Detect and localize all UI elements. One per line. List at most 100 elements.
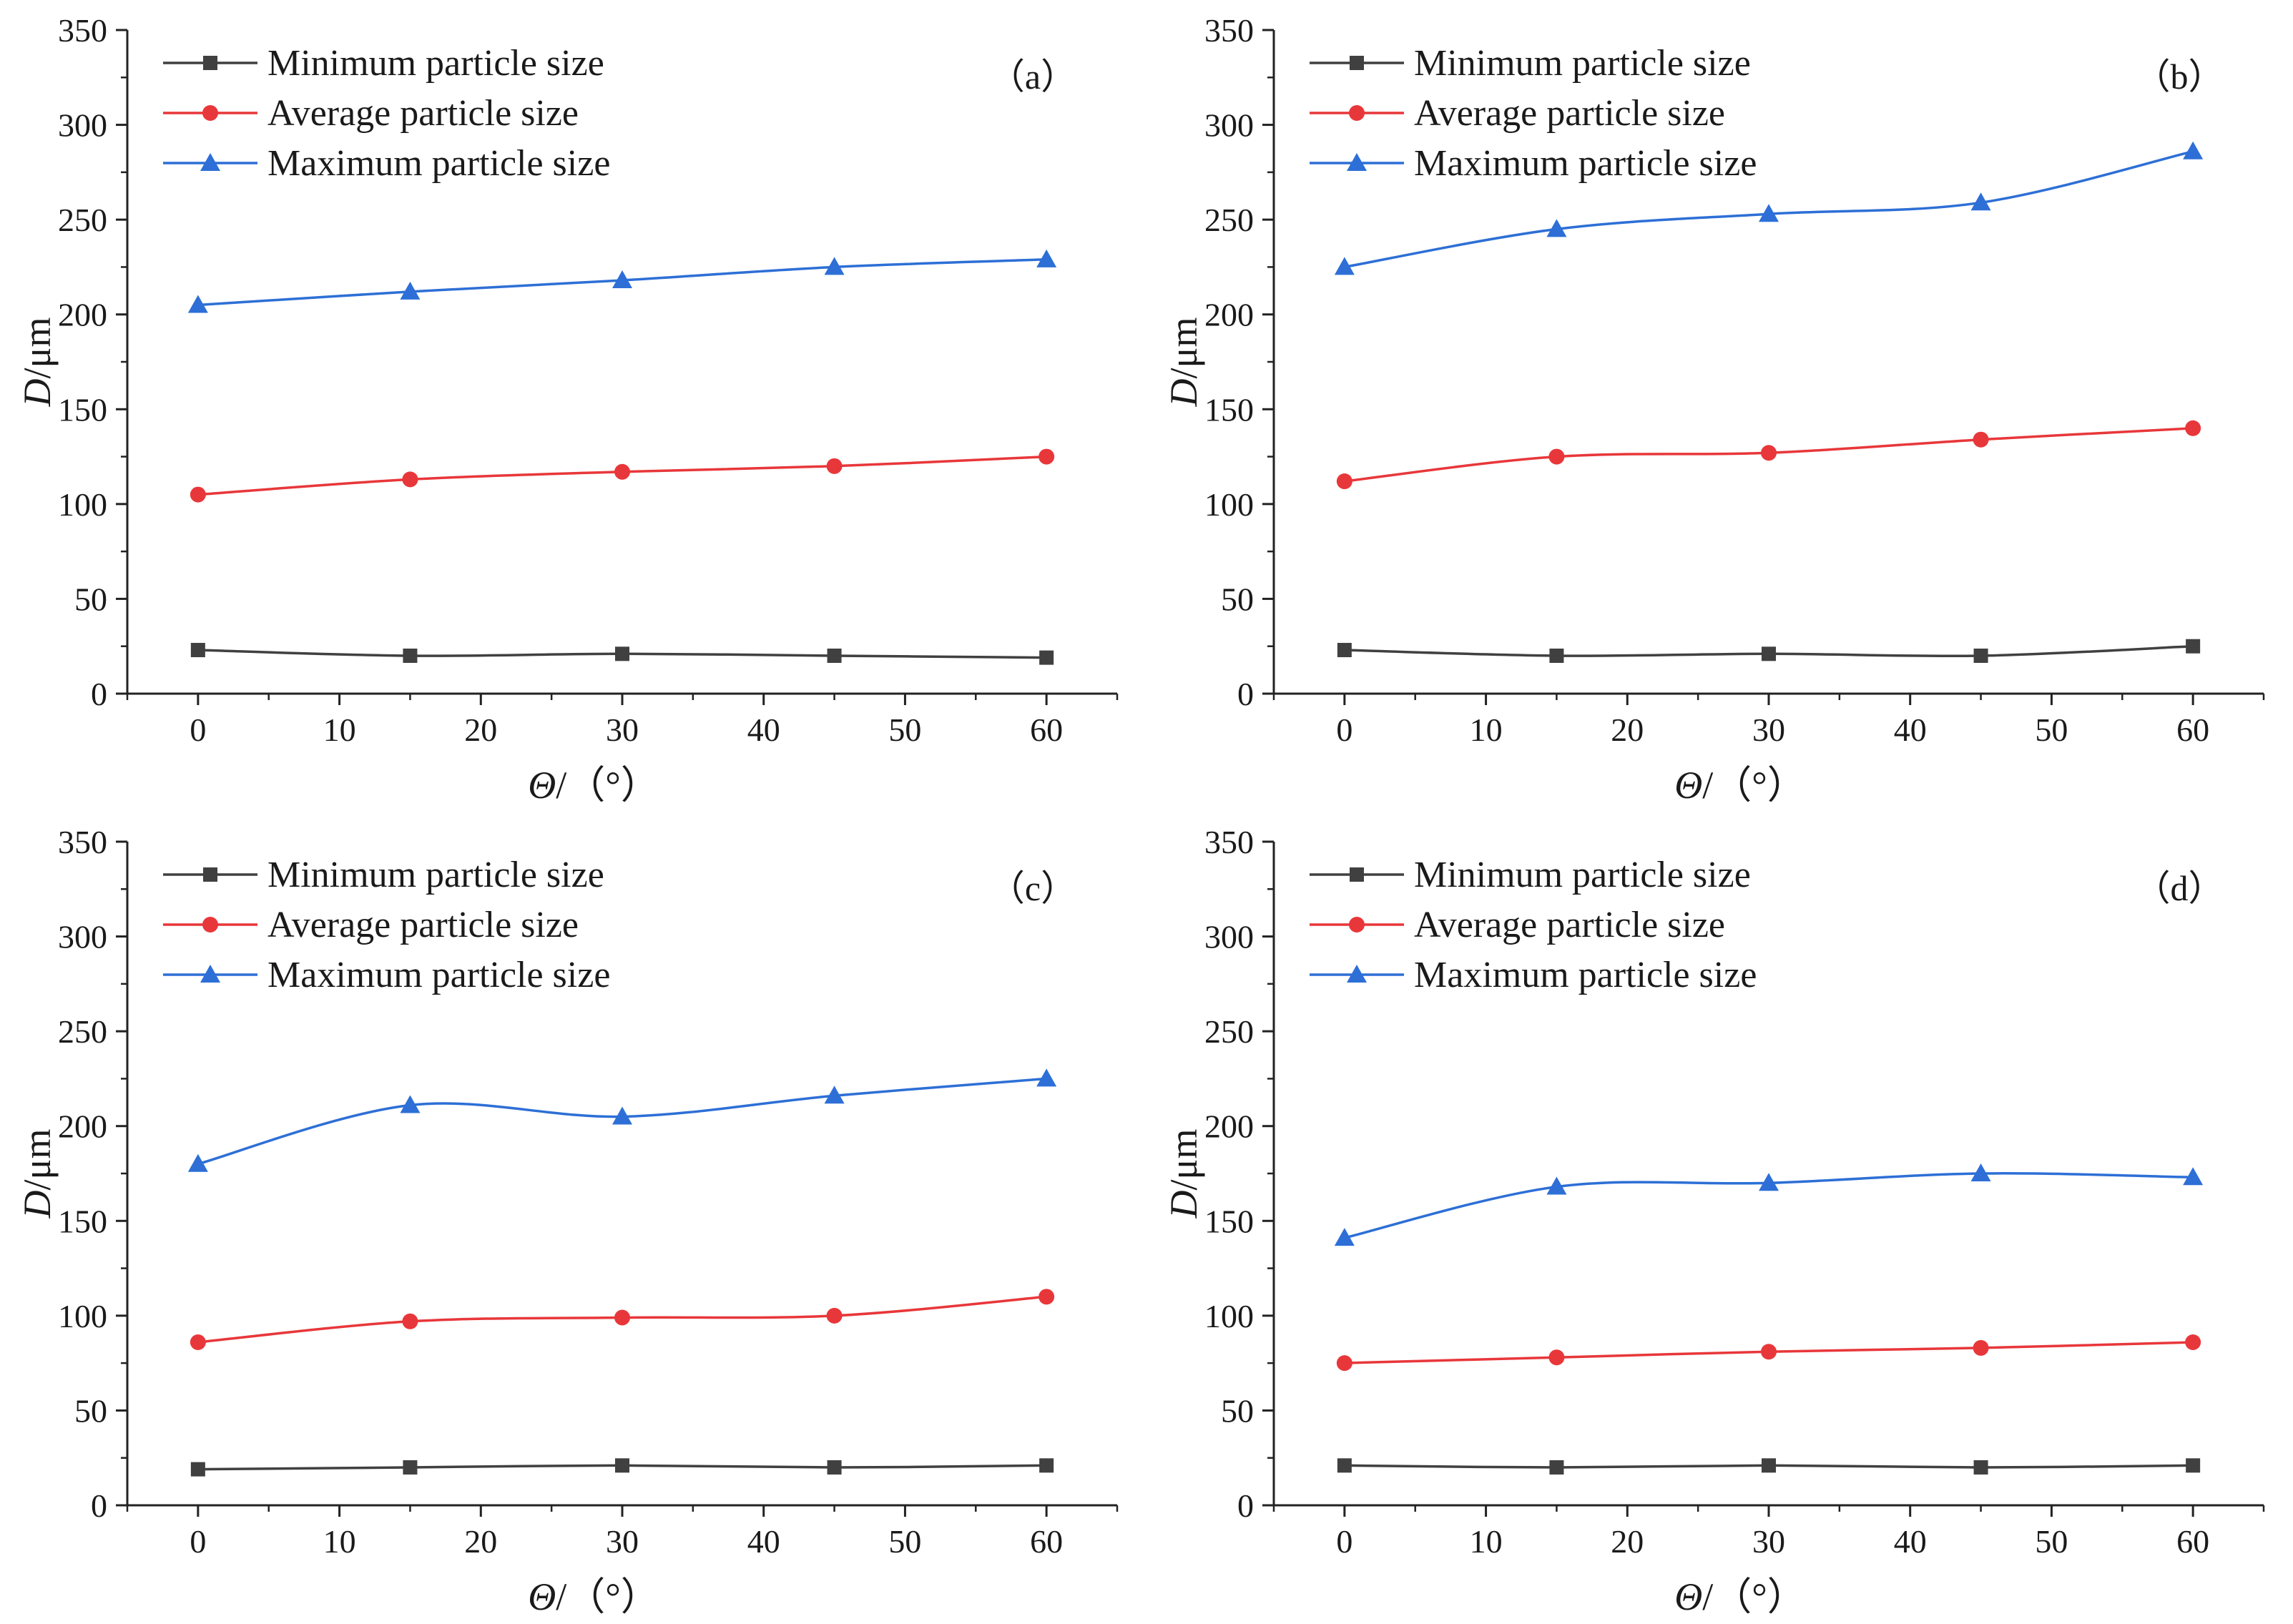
data-point-triangle bbox=[1334, 257, 1355, 275]
legend-label: Average particle size bbox=[1414, 905, 1725, 945]
x-tick-label: 50 bbox=[888, 712, 921, 748]
y-tick-label: 350 bbox=[1204, 12, 1254, 49]
y-axis-unit: /μm bbox=[16, 318, 59, 379]
data-point-square bbox=[190, 1462, 205, 1477]
x-tick-label: 20 bbox=[464, 1523, 497, 1560]
x-axis-symbol: Θ bbox=[528, 1575, 556, 1618]
legend: Minimum particle size Average particle si… bbox=[163, 43, 610, 184]
x-axis-symbol: Θ bbox=[1674, 1575, 1702, 1618]
y-tick-label: 50 bbox=[74, 1392, 107, 1429]
legend-marker-square bbox=[1350, 867, 1364, 882]
data-point-circle bbox=[190, 486, 206, 503]
x-axis-title: Θ/（°） bbox=[528, 1575, 659, 1618]
x-tick-label: 60 bbox=[1030, 712, 1063, 748]
data-point-triangle bbox=[187, 1153, 208, 1172]
x-axis-unit: /（°） bbox=[1702, 764, 1806, 807]
data-point-square bbox=[615, 646, 629, 661]
data-point-circle bbox=[1973, 431, 1989, 448]
chart-panel-b: 0 50 100 150 200 250 300 350 0 10 20 30 40 50 60 D/μm Θ/… bbox=[1146, 0, 2293, 812]
x-tick-label: 40 bbox=[747, 1523, 780, 1560]
y-axis-title: D/μm bbox=[16, 318, 59, 408]
data-point-triangle bbox=[1546, 219, 1567, 237]
data-point-triangle bbox=[2183, 1167, 2204, 1186]
y-tick-label: 150 bbox=[1204, 1203, 1254, 1239]
x-tick-label: 0 bbox=[1336, 1523, 1352, 1560]
chart-panel-a: 0 50 100 150 200 250 300 350 0 10 20 30 40 50 60 D/μm Θ/… bbox=[0, 0, 1146, 812]
x-axis-title: Θ/（°） bbox=[1674, 1575, 1806, 1618]
x-tick-label: 30 bbox=[1752, 712, 1785, 748]
data-point-square bbox=[827, 1460, 842, 1475]
x-tick-label: 10 bbox=[1470, 712, 1503, 748]
legend-label: Average particle size bbox=[1414, 93, 1725, 134]
y-tick-label: 150 bbox=[58, 391, 107, 428]
y-tick-label: 200 bbox=[58, 297, 107, 333]
data-point-square bbox=[827, 648, 842, 663]
data-point-triangle bbox=[2183, 141, 2204, 159]
y-axis-symbol: D bbox=[1162, 1190, 1205, 1219]
data-point-triangle bbox=[612, 1106, 632, 1125]
y-tick-label: 100 bbox=[1204, 1298, 1254, 1334]
panel-label-c: （c） bbox=[989, 868, 1076, 908]
x-tick-label: 0 bbox=[190, 1523, 206, 1560]
legend-marker-square bbox=[203, 56, 217, 70]
x-axis-symbol: Θ bbox=[1674, 764, 1702, 807]
y-tick-label: 0 bbox=[1237, 676, 1254, 712]
legend-marker-triangle bbox=[1347, 965, 1367, 983]
data-point-circle bbox=[1548, 448, 1565, 465]
legend-label: Maximum particle size bbox=[1414, 955, 1757, 995]
y-tick-label: 300 bbox=[1204, 107, 1254, 144]
y-tick-label: 250 bbox=[1204, 202, 1254, 238]
x-tick-label: 10 bbox=[323, 1523, 356, 1560]
data-point-square bbox=[1337, 643, 1352, 658]
x-axis-unit: /（°） bbox=[556, 764, 659, 807]
legend-marker-square bbox=[1350, 56, 1364, 70]
y-tick-label: 50 bbox=[1221, 581, 1254, 617]
x-tick-label: 40 bbox=[747, 712, 780, 748]
legend-label: Minimum particle size bbox=[267, 43, 604, 84]
y-tick-label: 100 bbox=[1204, 486, 1254, 523]
legend-marker-square bbox=[203, 867, 217, 882]
data-point-square bbox=[1762, 1458, 1776, 1473]
x-tick-label: 30 bbox=[1752, 1523, 1785, 1560]
data-point-triangle bbox=[612, 270, 632, 288]
legend-label: Maximum particle size bbox=[267, 143, 610, 184]
data-point-circle bbox=[1336, 1355, 1352, 1372]
data-point-square bbox=[1762, 646, 1776, 661]
x-tick-label: 20 bbox=[1611, 712, 1644, 748]
data-point-triangle bbox=[1970, 1163, 1991, 1181]
x-tick-label: 60 bbox=[1030, 1523, 1063, 1560]
y-tick-label: 250 bbox=[1204, 1013, 1254, 1050]
data-point-square bbox=[1337, 1458, 1352, 1473]
x-tick-label: 50 bbox=[888, 1523, 921, 1560]
y-tick-label: 200 bbox=[1204, 297, 1254, 333]
legend-label: Maximum particle size bbox=[1414, 143, 1757, 184]
y-axis-symbol: D bbox=[16, 378, 59, 407]
data-point-triangle bbox=[400, 1095, 421, 1113]
y-tick-label: 0 bbox=[91, 1487, 107, 1524]
y-tick-label: 100 bbox=[58, 1298, 107, 1334]
data-point-triangle bbox=[824, 1086, 845, 1104]
x-tick-label: 10 bbox=[323, 712, 356, 748]
legend-marker-triangle bbox=[1347, 153, 1367, 171]
data-point-square bbox=[403, 648, 418, 663]
chart-panel-c: 0 50 100 150 200 250 300 350 0 10 20 30 40 50 60 D/μm Θ/… bbox=[0, 812, 1146, 1623]
y-tick-label: 50 bbox=[1221, 1392, 1254, 1429]
data-point-square bbox=[615, 1458, 629, 1473]
data-point-square bbox=[1973, 648, 1988, 663]
data-point-square bbox=[403, 1460, 418, 1475]
data-point-circle bbox=[614, 1309, 630, 1326]
y-tick-label: 150 bbox=[1204, 391, 1254, 428]
x-tick-label: 10 bbox=[1470, 1523, 1503, 1560]
data-point-square bbox=[190, 643, 205, 658]
data-point-circle bbox=[1548, 1349, 1565, 1366]
legend-label: Average particle size bbox=[267, 93, 579, 134]
chart-panel-d: 0 50 100 150 200 250 300 350 0 10 20 30 40 50 60 D/μm Θ/… bbox=[1146, 812, 2293, 1623]
legend-marker-circle bbox=[202, 105, 218, 121]
data-point-circle bbox=[1761, 1344, 1777, 1360]
data-point-square bbox=[1039, 1458, 1054, 1473]
data-point-square bbox=[1549, 1460, 1564, 1475]
x-axis-title: Θ/（°） bbox=[1674, 764, 1806, 807]
